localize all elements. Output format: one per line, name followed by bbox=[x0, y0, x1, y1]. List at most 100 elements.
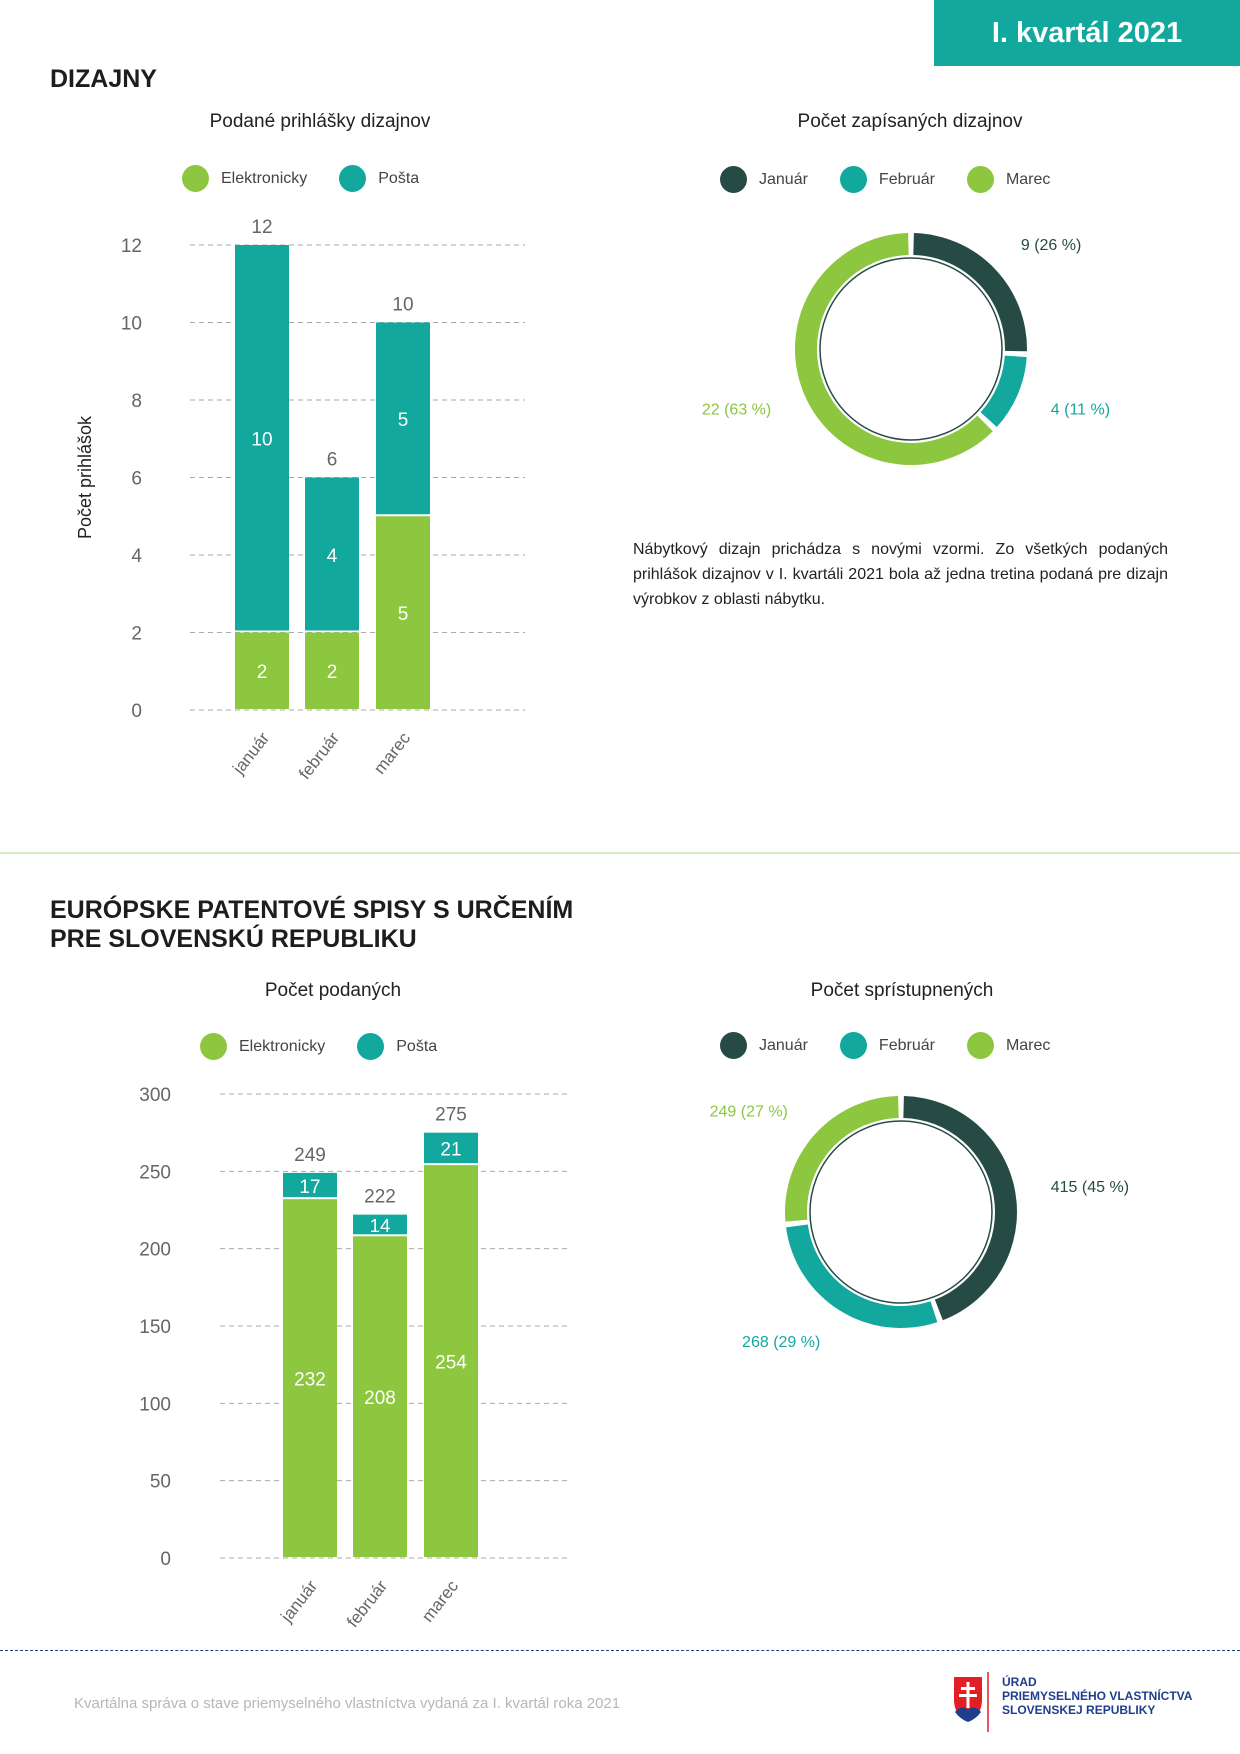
donut-slice bbox=[785, 1096, 899, 1222]
y-tick-label: 0 bbox=[131, 701, 142, 722]
legend-spristupnenych: Január Február Marec bbox=[720, 1032, 1082, 1059]
bar-segment-elektronicky bbox=[424, 1165, 478, 1557]
bar-value-posta: 5 bbox=[398, 410, 409, 431]
donut-chart-zapisane: 9 (26 %) 4 (11 %) 22 (63 %) bbox=[702, 233, 1110, 465]
section-title-patent-line1: EURÓPSKE PATENTOVÉ SPISY S URČENÍM bbox=[50, 896, 574, 924]
legend-label-februar: Február bbox=[878, 170, 935, 188]
footer-text: Kvartálna správa o stave priemyselného v… bbox=[74, 1695, 621, 1712]
legend-label-elektronicky: Elektronicky bbox=[221, 169, 308, 187]
legend-label-februar-2: Február bbox=[878, 1036, 935, 1054]
bar-total-label: 6 bbox=[327, 450, 338, 471]
donut-chart-spristupnenych: 415 (45 %) 268 (29 %) 249 (27 %) bbox=[710, 1096, 1129, 1351]
bar-segment-posta bbox=[376, 322, 430, 515]
y-tick-label: 12 bbox=[121, 236, 142, 257]
chart-title-podane: Podané prihlášky dizajnov bbox=[209, 111, 431, 132]
donut-inner-ring bbox=[819, 257, 1003, 441]
bar-value-posta: 21 bbox=[440, 1140, 461, 1161]
legend-label-marec-2: Marec bbox=[1005, 1036, 1051, 1054]
legend-label-elektronicky-2: Elektronicky bbox=[239, 1037, 326, 1055]
y-tick-label: 250 bbox=[139, 1162, 171, 1183]
y-tick-label: 2 bbox=[131, 624, 142, 645]
donut-slice bbox=[913, 233, 1027, 352]
y-axis-label: Počet prihlášok bbox=[75, 415, 95, 539]
legend-dot-elektronicky-2 bbox=[200, 1033, 227, 1060]
legend-dot-marec-2 bbox=[966, 1032, 994, 1059]
donut-value-label: 4 (11 %) bbox=[1051, 402, 1110, 419]
legend-zapisane: Január Február Marec bbox=[720, 166, 1082, 193]
donut-slice bbox=[980, 355, 1027, 428]
donut-value-label: 22 (63 %) bbox=[702, 402, 771, 419]
bar-segment-elektronicky bbox=[283, 1199, 337, 1557]
logo-text: ÚRAD PRIEMYSELNÉHO VLASTNÍCTVA SLOVENSKE… bbox=[1002, 1675, 1192, 1717]
bar-value-elektronicky: 254 bbox=[435, 1352, 467, 1373]
bar-segment-posta bbox=[283, 1172, 337, 1198]
legend-dot-elektronicky bbox=[182, 165, 209, 192]
bar-value-posta: 4 bbox=[327, 546, 338, 567]
bar-value-posta: 14 bbox=[370, 1215, 391, 1236]
y-tick-label: 6 bbox=[131, 469, 142, 490]
logo-line2: PRIEMYSELNÉHO VLASTNÍCTVA bbox=[1002, 1689, 1193, 1703]
bar-total-label: 249 bbox=[294, 1145, 326, 1166]
legend-label-posta: Pošta bbox=[378, 169, 420, 187]
y-tick-label: 50 bbox=[150, 1472, 171, 1493]
bar-segment-posta bbox=[353, 1214, 407, 1235]
legend-label-posta-2: Pošta bbox=[396, 1037, 438, 1055]
bar-segment-posta bbox=[235, 245, 289, 631]
bar-total-label: 12 bbox=[251, 217, 272, 238]
bar-segment-posta bbox=[424, 1132, 478, 1164]
donut-slice bbox=[903, 1096, 1018, 1321]
bar-total-label: 275 bbox=[435, 1105, 467, 1126]
bar-value-elektronicky: 2 bbox=[257, 662, 268, 683]
legend-dot-posta bbox=[339, 165, 367, 192]
bar-chart-podanych: 0 50 100 150 200 250 300 232 17 249 január 208 14 222… bbox=[139, 1085, 570, 1631]
bar-total-label: 10 bbox=[392, 295, 413, 316]
y-tick-label: 10 bbox=[121, 314, 142, 335]
bar-segment-posta bbox=[305, 477, 359, 631]
bar-value-elektronicky: 2 bbox=[327, 662, 338, 683]
bar-segment-elektronicky bbox=[305, 632, 359, 709]
bar-value-posta: 10 bbox=[251, 430, 272, 451]
donut-value-label: 415 (45 %) bbox=[1051, 1179, 1129, 1196]
x-tick-label: február bbox=[343, 1577, 391, 1631]
donut-value-label: 268 (29 %) bbox=[742, 1334, 820, 1351]
logo-line3: SLOVENSKEJ REPUBLIKY bbox=[1002, 1703, 1156, 1717]
legend-dot-februar bbox=[839, 166, 867, 193]
y-tick-label: 150 bbox=[139, 1317, 171, 1338]
logo-line1: ÚRAD bbox=[1002, 1675, 1037, 1689]
section-title-patent-line2: PRE SLOVENSKÚ REPUBLIKU bbox=[50, 925, 417, 953]
legend-podane: Elektronicky Pošta bbox=[182, 165, 451, 192]
legend-label-januar: Január bbox=[759, 170, 808, 188]
legend-dot-posta-2 bbox=[357, 1033, 385, 1060]
donut-inner-ring bbox=[809, 1120, 993, 1304]
description-paragraph: Nábytkový dizajn prichádza s novými vzor… bbox=[633, 541, 1168, 608]
legend-dot-januar-2 bbox=[720, 1032, 747, 1059]
y-tick-label: 100 bbox=[139, 1394, 171, 1415]
bar-segment-elektronicky bbox=[353, 1236, 407, 1557]
bar-value-elektronicky: 232 bbox=[294, 1369, 326, 1390]
y-tick-label: 8 bbox=[131, 391, 142, 412]
chart-title-zapisane: Počet zapísaných dizajnov bbox=[797, 111, 1023, 132]
x-tick-label: január bbox=[276, 1577, 321, 1627]
legend-label-marec: Marec bbox=[1005, 170, 1051, 188]
chart-title-spristupnenych: Počet sprístupnených bbox=[810, 980, 994, 1001]
bar-value-elektronicky: 5 bbox=[398, 604, 409, 625]
legend-dot-januar bbox=[720, 166, 747, 193]
bar-value-posta: 17 bbox=[299, 1177, 320, 1198]
y-tick-label: 4 bbox=[131, 546, 142, 567]
y-tick-label: 200 bbox=[139, 1240, 171, 1261]
coat-of-arms-icon bbox=[952, 1672, 989, 1732]
footer-divider bbox=[0, 1650, 1240, 1651]
legend-label-januar-2: Január bbox=[759, 1036, 808, 1054]
bar-segment-elektronicky bbox=[376, 516, 430, 709]
quarter-badge: I. kvartál 2021 bbox=[934, 0, 1240, 66]
donut-slice bbox=[795, 233, 993, 465]
section-divider bbox=[0, 852, 1240, 854]
y-tick-label: 0 bbox=[160, 1549, 171, 1570]
legend-dot-marec bbox=[966, 166, 994, 193]
donut-value-label: 249 (27 %) bbox=[710, 1103, 788, 1120]
donut-value-label: 9 (26 %) bbox=[1021, 237, 1081, 254]
chart-title-podanych: Počet podaných bbox=[264, 980, 402, 1001]
legend-dot-februar-2 bbox=[839, 1032, 867, 1059]
bar-value-elektronicky: 208 bbox=[364, 1388, 396, 1409]
